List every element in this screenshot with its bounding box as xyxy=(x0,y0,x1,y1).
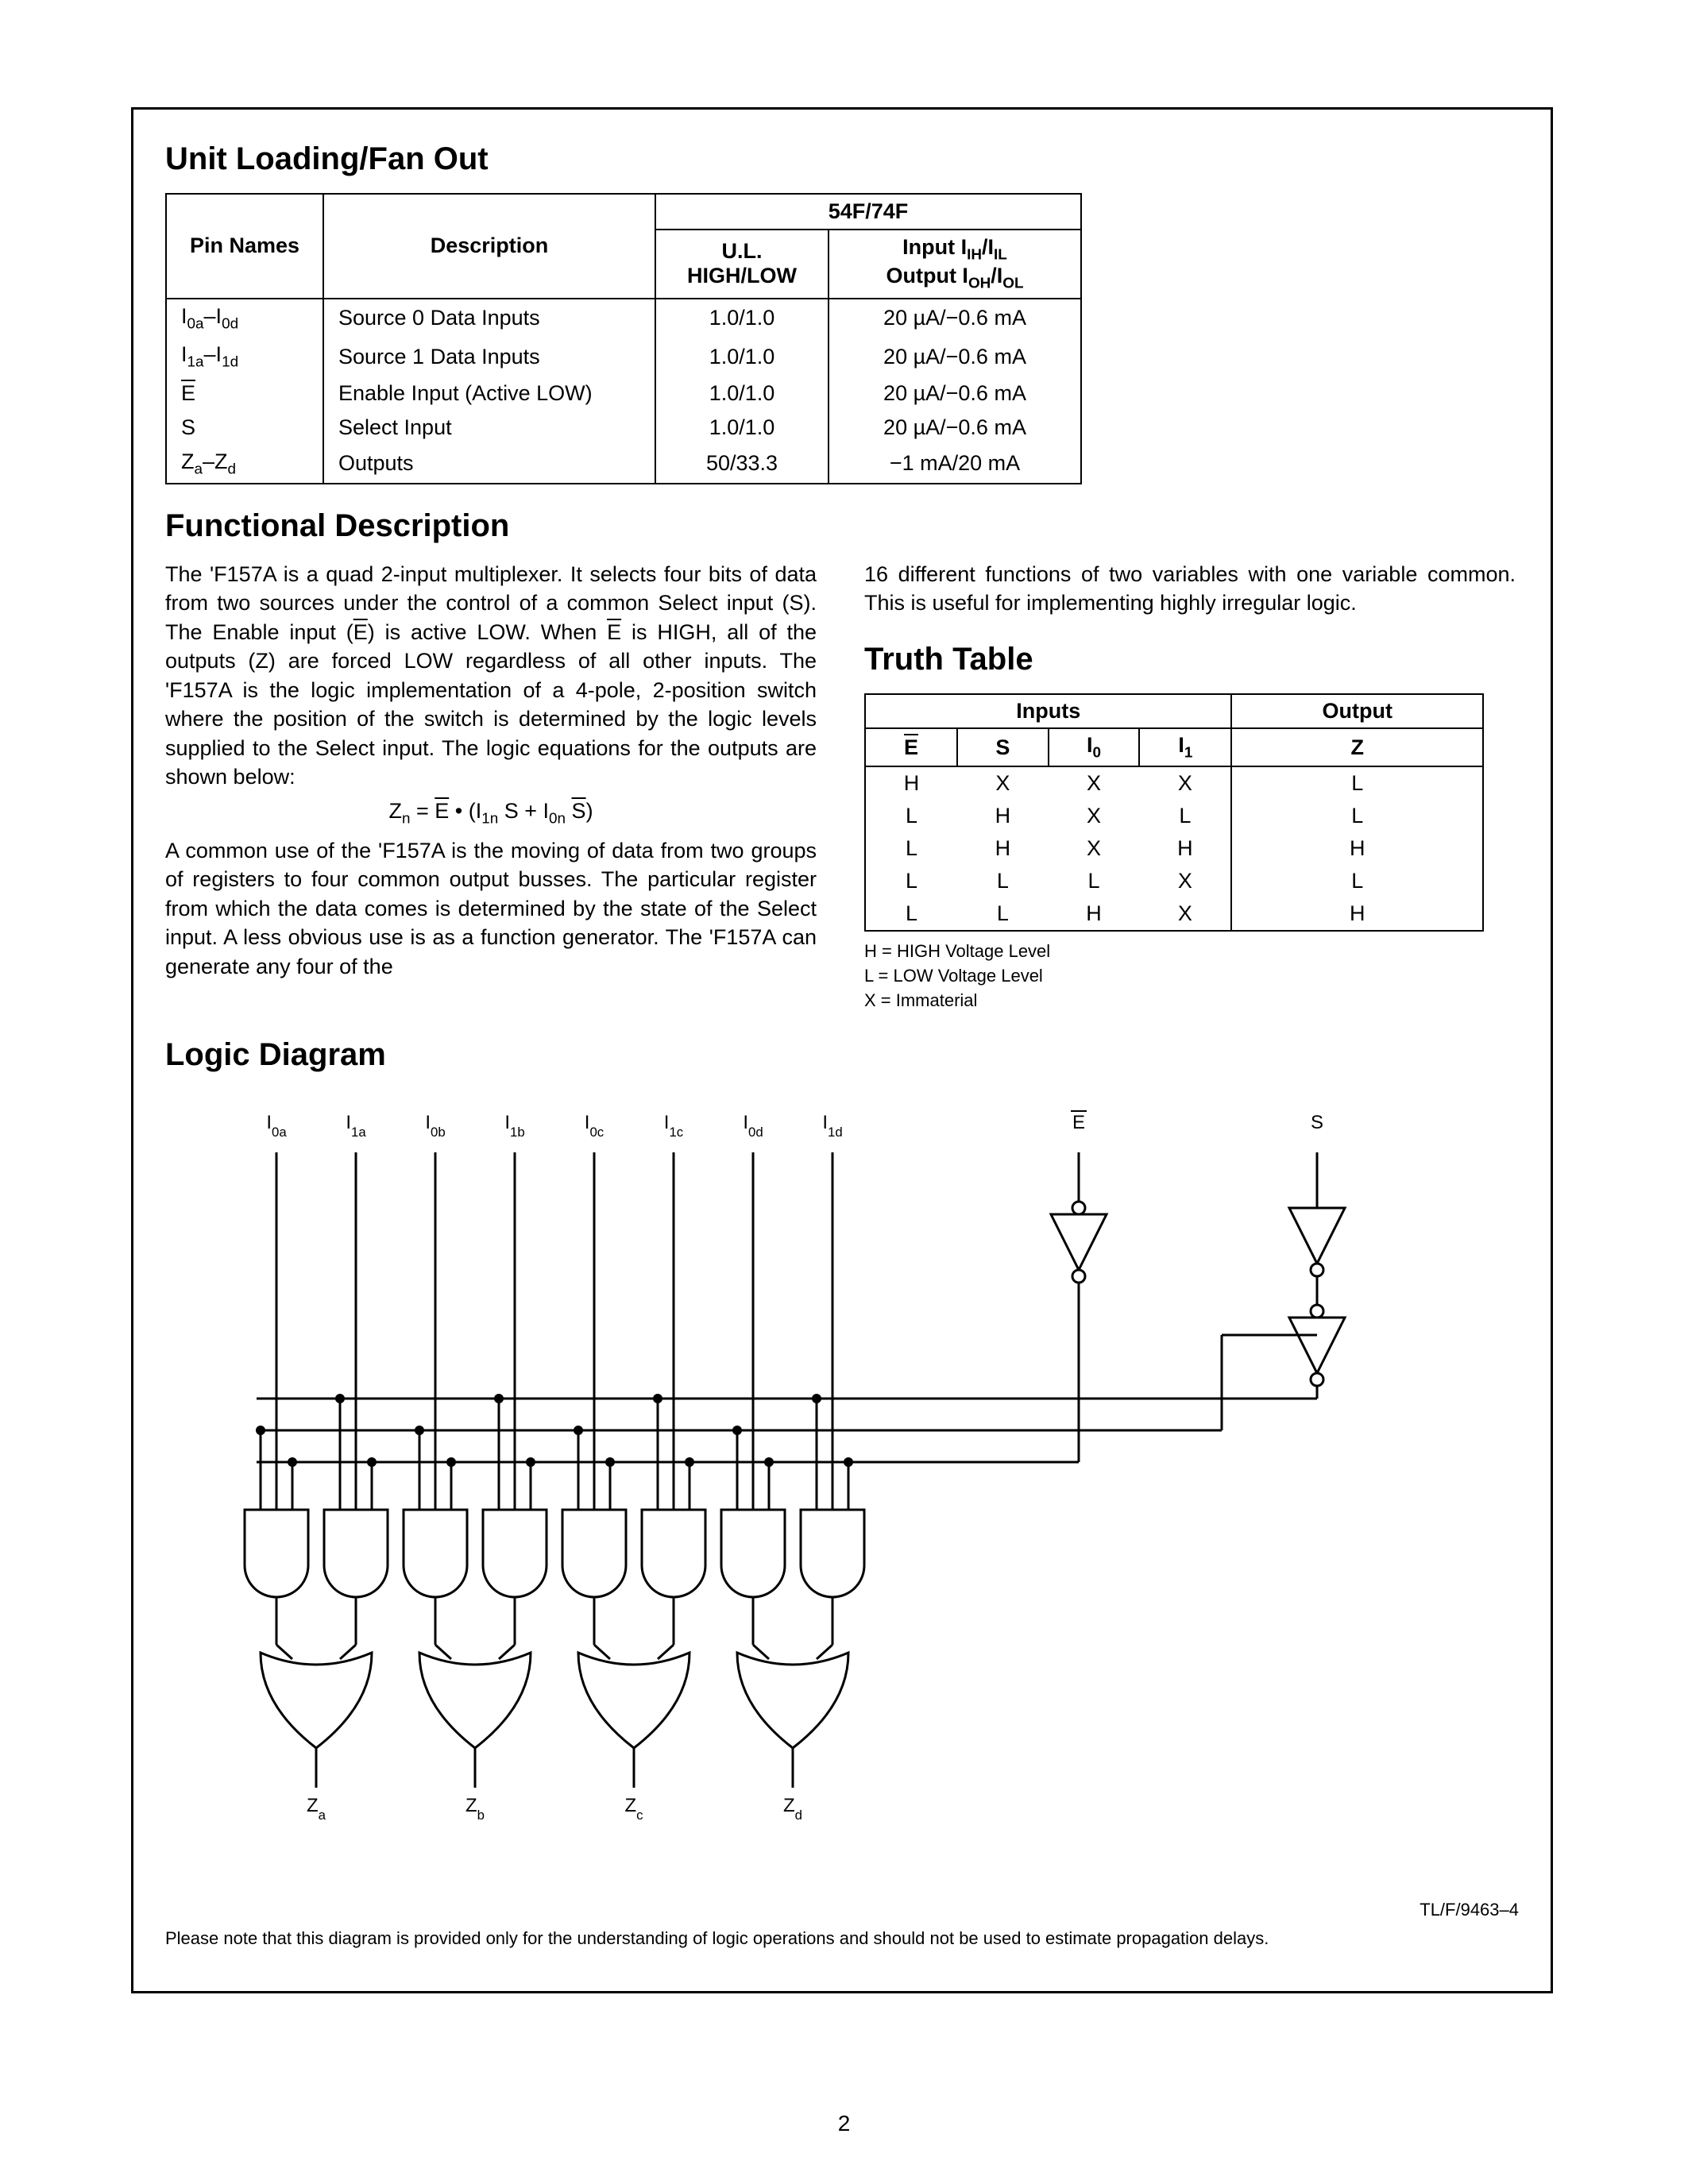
svg-text:I1a: I1a xyxy=(346,1112,366,1140)
truth-table-title: Truth Table xyxy=(864,642,1516,677)
logic-diagram-svg: I0a I1a I0b I1b I0c I1c I0d I1d E S Za Zb Zc Zd xyxy=(165,1097,1516,1891)
table-row: HXXXL xyxy=(865,766,1483,800)
table-row: SSelect Input1.0/1.020 µA/−0.6 mA xyxy=(166,411,1081,445)
ul-col-ul: U.L. HIGH/LOW xyxy=(655,230,829,299)
svg-text:S: S xyxy=(1311,1112,1323,1133)
svg-text:I0b: I0b xyxy=(425,1112,445,1140)
unit-loading-title: Unit Loading/Fan Out xyxy=(165,141,1519,177)
table-row: LLLXL xyxy=(865,865,1483,897)
content-frame: Unit Loading/Fan Out Pin Names Descripti… xyxy=(131,107,1553,1993)
table-row: I1a–I1dSource 1 Data Inputs1.0/1.020 µA/… xyxy=(166,338,1081,376)
tt-hdr-output: Output xyxy=(1231,694,1483,728)
svg-text:I0d: I0d xyxy=(743,1112,763,1140)
table-row: LHXLL xyxy=(865,800,1483,832)
func-p3: 16 different functions of two variables … xyxy=(864,560,1516,618)
svg-text:Zc: Zc xyxy=(624,1795,643,1823)
svg-text:I0c: I0c xyxy=(585,1112,604,1140)
logic-diagram-title: Logic Diagram xyxy=(165,1037,1519,1073)
svg-text:Zd: Zd xyxy=(783,1795,802,1823)
tt-hdr-inputs: Inputs xyxy=(865,694,1231,728)
table-row: Za–ZdOutputs50/33.3−1 mA/20 mA xyxy=(166,445,1081,484)
svg-text:E: E xyxy=(1072,1112,1085,1133)
ul-col-io: Input IIH/IIL Output IOH/IOL xyxy=(829,230,1081,299)
svg-text:I1b: I1b xyxy=(504,1112,524,1140)
func-equation: Zn = E • (I1n S + I0n S) xyxy=(165,799,817,828)
func-p1: The 'F157A is a quad 2-input multiplexer… xyxy=(165,560,817,792)
tt-col-s: S xyxy=(957,728,1049,766)
svg-text:Za: Za xyxy=(307,1795,326,1823)
tt-col-e: E xyxy=(865,728,957,766)
svg-text:I1c: I1c xyxy=(664,1112,683,1140)
table-row: LLHXH xyxy=(865,897,1483,931)
ul-col-pin: Pin Names xyxy=(166,194,323,299)
table-row: EEnable Input (Active LOW)1.0/1.020 µA/−… xyxy=(166,376,1081,411)
diagram-note: Please note that this diagram is provide… xyxy=(165,1928,1519,1949)
tt-col-i1: I1 xyxy=(1139,728,1231,766)
ul-col-family: 54F/74F xyxy=(655,194,1081,230)
svg-text:I0a: I0a xyxy=(266,1112,287,1140)
svg-text:Zb: Zb xyxy=(465,1795,485,1823)
logic-diagram: I0a I1a I0b I1b I0c I1c I0d I1d E S Za Zb Zc Zd TL/F/… xyxy=(165,1097,1519,1949)
page-number: 2 xyxy=(0,2111,1688,2136)
tt-col-z: Z xyxy=(1231,728,1483,766)
svg-text:I1d: I1d xyxy=(822,1112,842,1140)
diagram-ref: TL/F/9463–4 xyxy=(165,1900,1519,1920)
ul-col-desc: Description xyxy=(323,194,655,299)
functional-title: Functional Description xyxy=(165,508,1519,544)
unit-loading-table: Pin Names Description 54F/74F U.L. HIGH/… xyxy=(165,193,1082,484)
functional-columns: The 'F157A is a quad 2-input multiplexer… xyxy=(165,560,1519,1013)
func-p2: A common use of the 'F157A is the moving… xyxy=(165,836,817,981)
table-row: I0a–I0dSource 0 Data Inputs1.0/1.020 µA/… xyxy=(166,299,1081,338)
truth-table: Inputs Output E S I0 I1 Z HXXXLLHXLLLHXH… xyxy=(864,693,1484,932)
tt-col-i0: I0 xyxy=(1049,728,1140,766)
tt-legend: H = HIGH Voltage Level L = LOW Voltage L… xyxy=(864,940,1516,1013)
table-row: LHXHH xyxy=(865,832,1483,865)
